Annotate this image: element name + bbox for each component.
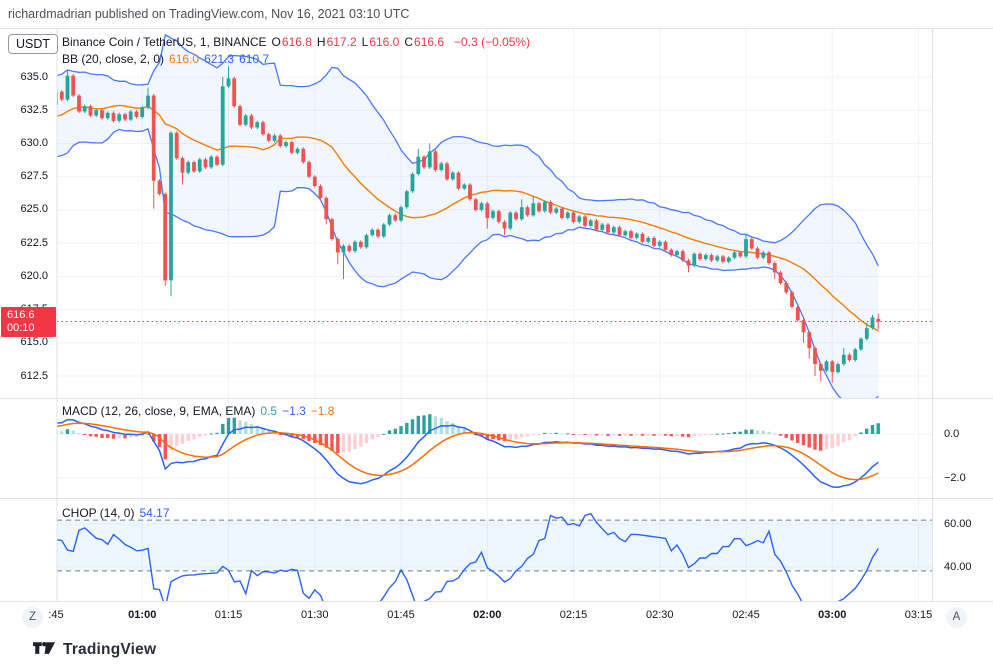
indicator-tick-label: 0.0 [944,427,960,440]
price-tick-label: 627.5 [20,170,48,183]
current-price-label: 616.6 00:10 [1,306,56,337]
price-tick-label: 620.0 [20,269,48,282]
symbol-title: Binance Coin / TetherUS, 1, BINANCE [62,35,267,49]
auto-scale-button[interactable]: A [946,607,967,628]
price-tick-label: 632.5 [20,103,48,116]
indicator-tick-label: 40.00 [944,560,972,573]
unit-badge[interactable]: USDT [8,34,59,54]
attribution-text: richardmadrian published on TradingView.… [8,7,410,21]
bb-value: 610.7 [239,52,270,66]
indicator-tick-label: −2.0 [944,471,966,484]
macd-value: −1.8 [310,404,335,418]
bb-title: BB (20, close, 2, 0) [62,52,165,66]
price-tick-label: 635.0 [20,70,48,83]
chop-title: CHOP (14, 0) [62,506,135,520]
macd-legend[interactable]: MACD (12, 26, close, 9, EMA, EMA) 0.5 −1.3… [62,404,344,418]
macd-title: MACD (12, 26, close, 9, EMA, EMA) [62,404,256,418]
chop-legend[interactable]: CHOP (14, 0) 54.17 [62,506,175,520]
bb-value: 616.0 [169,52,200,66]
bar-countdown: 00:10 [7,321,35,334]
bb-value: 621.3 [204,52,235,66]
time-tick-label: :45 [48,609,64,621]
brand-name: TradingView [63,641,157,658]
ohlc-key: O [271,35,281,49]
ohlc-key: H [316,35,326,49]
time-tick-label: 03:15 [904,609,933,621]
ohlc-value: 616.8 [281,35,312,49]
price-tick-label: 622.5 [20,236,48,249]
time-tick-label: 03:00 [818,609,847,621]
bb-legend[interactable]: BB (20, close, 2, 0) 616.0 621.3 610.7 [62,52,279,66]
chop-value: 54.17 [139,506,170,520]
time-tick-label: 02:00 [473,609,502,621]
time-tick-label: 01:15 [214,609,243,621]
time-tick-label: 01:45 [387,609,415,621]
macd-value: 0.5 [260,404,278,418]
ohlc-value: 616.0 [369,35,400,49]
time-tick-label: 02:15 [559,609,588,621]
time-tick-label: 02:45 [732,609,760,621]
time-axis[interactable]: Z A :45 01:00 01:15 01:30 01:45 02:00 02:15 02:… [0,601,993,632]
ohlc-key: C [404,35,414,49]
chart-canvas[interactable] [0,29,993,601]
tradingview-logo-icon [33,642,55,654]
price-tick-label: 615.0 [20,336,48,349]
tradingview-logo[interactable]: TradingView [33,638,156,662]
macd-value: −1.3 [282,404,306,418]
timezone-button[interactable]: Z [22,607,43,628]
ohlc-key: L [361,35,369,49]
time-tick-label: 01:00 [128,609,157,621]
chart-widget: USDT Binance Coin / TetherUS, 1, BINANCE… [0,28,993,632]
price-tick-label: 630.0 [20,136,48,149]
time-tick-label: 01:30 [300,609,329,621]
indicator-tick-label: 60.00 [944,517,972,530]
symbol-legend[interactable]: Binance Coin / TetherUS, 1, BINANCE O616.… [62,35,535,49]
time-tick-label: 02:30 [645,609,674,621]
current-price-value: 616.6 [7,308,35,321]
price-tick-label: 612.5 [20,369,48,382]
change-value: −0.3 (−0.05%) [454,35,531,49]
ohlc-value: 616.6 [414,35,445,49]
ohlc-value: 617.2 [326,35,357,49]
price-tick-label: 625.0 [20,203,48,216]
